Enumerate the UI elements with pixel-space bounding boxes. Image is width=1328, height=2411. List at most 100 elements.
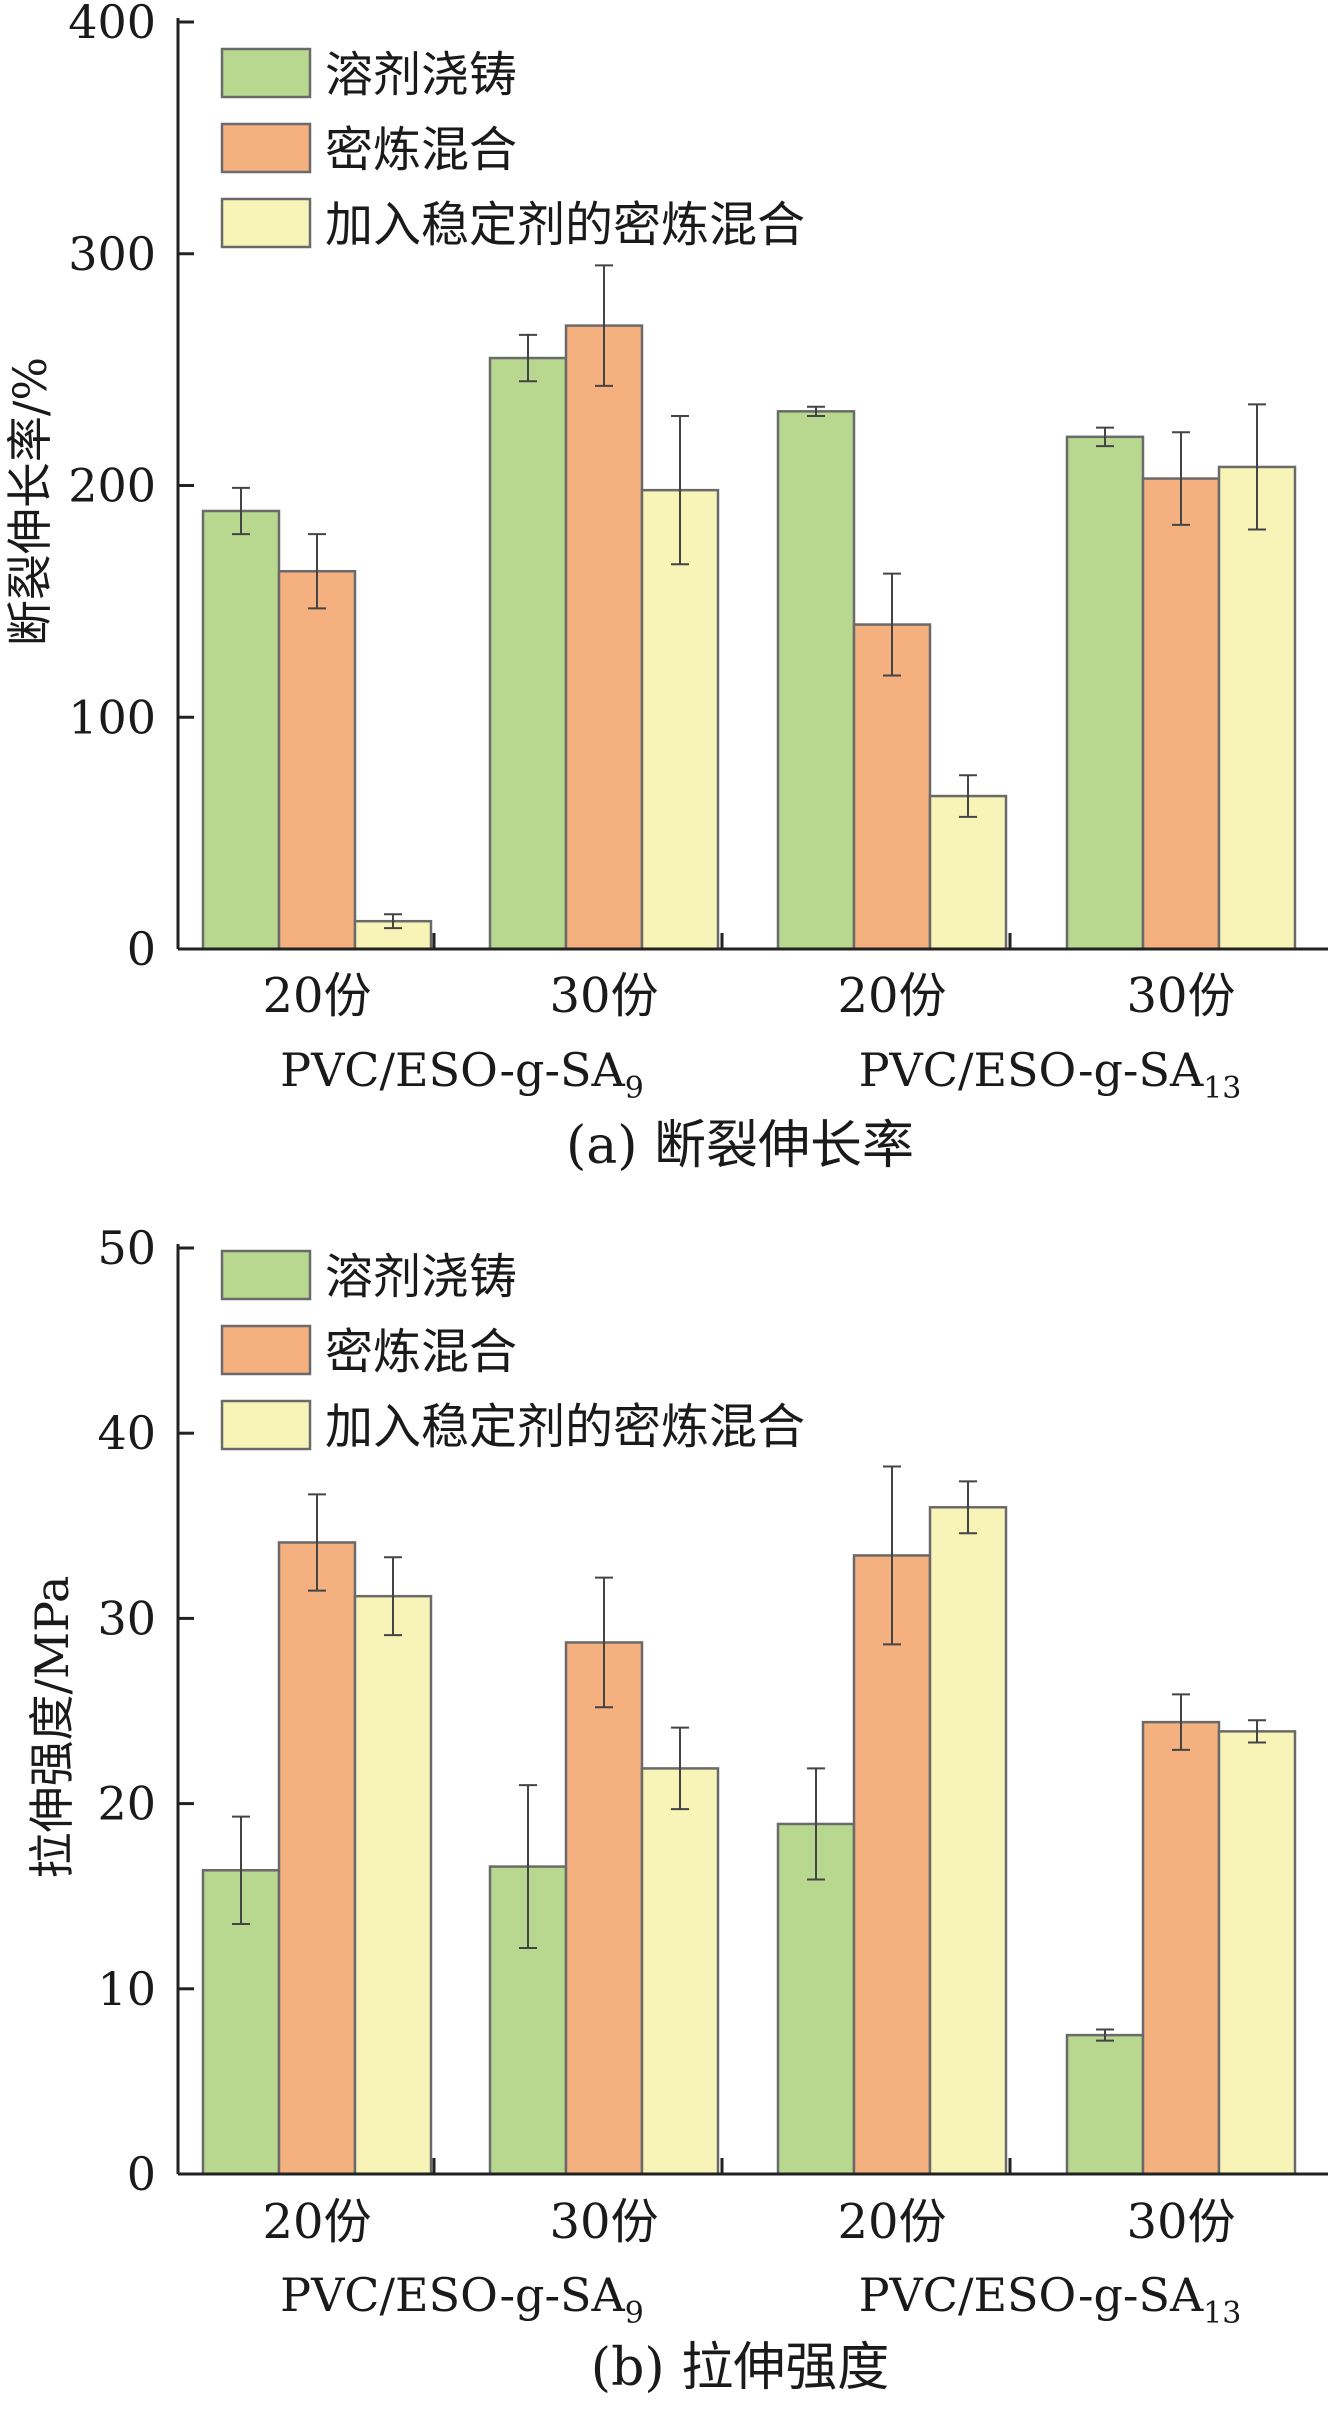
group-label-main: PVC/ESO-g-SA [859,2268,1204,2322]
error-bar [1248,403,1266,531]
error-bar [671,1726,689,1811]
y-tick-label: 400 [68,0,156,49]
bar [928,1506,1008,2176]
error-bar [308,1493,326,1592]
chart-caption: (a) 断裂伸长率 [566,1116,914,1176]
bar [1217,1730,1297,2176]
group-label-main: PVC/ESO-g-SA [280,2268,625,2322]
legend-item: 密炼混合 [220,1324,517,1380]
category-label: 30份 [1126,968,1235,1024]
bar [928,794,1008,951]
group-label-subscript: 13 [1203,2296,1241,2331]
bar [277,1541,357,2176]
error-bar [232,486,250,536]
y-tick-label: 0 [127,2147,156,2201]
bar [1217,465,1297,951]
group-label: PVC/ESO-g-SA13 [859,1043,1242,1106]
y-tick-label: 0 [127,922,156,976]
group-label-subscript: 9 [625,2296,644,2331]
y-tick-label: 20 [97,1777,156,1831]
error-bar [883,572,901,677]
category-label: 30份 [549,2194,658,2250]
bar [640,488,720,951]
legend-item: 溶剂浇铸 [220,1249,517,1305]
error-bar [1172,431,1190,526]
legend-swatch [220,1399,312,1451]
legend-label: 溶剂浇铸 [325,1249,517,1305]
group-label-main: PVC/ESO-g-SA [280,1043,625,1097]
legend-swatch [220,1324,312,1376]
error-bar [519,333,537,383]
group-label-subscript: 9 [625,1071,644,1106]
bar [1141,477,1221,951]
y-tick-label: 300 [68,227,156,281]
error-bar [959,774,977,818]
legend-label: 溶剂浇铸 [325,47,517,103]
y-tick-label: 200 [68,459,156,513]
error-bar [308,533,326,610]
error-bar [959,1480,977,1535]
bar [852,1554,932,2176]
bar [488,356,568,951]
error-bar [1172,1693,1190,1751]
bar [564,1641,644,2176]
bar [776,410,856,951]
error-bar [384,1556,402,1637]
bar [564,324,644,951]
legend-item: 加入稳定剂的密炼混合 [220,1399,805,1455]
legend-swatch [220,47,312,99]
error-bar [595,264,613,387]
legend-item: 溶剂浇铸 [220,47,517,103]
legend-swatch [220,197,312,249]
legend-label: 密炼混合 [325,1324,517,1380]
legend-label: 加入稳定剂的密炼混合 [325,1399,805,1455]
legend-label: 加入稳定剂的密炼混合 [325,197,805,253]
error-bar [1096,2028,1114,2042]
chart-caption: (b) 拉伸强度 [591,2338,889,2398]
y-axis-label: 拉伸强度/MPa [25,1576,79,1879]
legend-label: 密炼混合 [325,122,517,178]
y-tick-label: 30 [97,1591,156,1645]
bar [277,569,357,951]
legend-swatch [220,1249,312,1301]
group-label-main: PVC/ESO-g-SA [859,1043,1204,1097]
error-bar [807,405,825,417]
legend-item: 加入稳定剂的密炼混合 [220,197,805,253]
category-label: 20份 [837,968,946,1024]
error-bar [1096,426,1114,448]
error-bar [519,1784,537,1950]
legend-item: 密炼混合 [220,122,517,178]
bar [1141,1720,1221,2176]
group-label-subscript: 13 [1203,1071,1241,1106]
group-label: PVC/ESO-g-SA9 [280,2268,644,2331]
bar [640,1767,720,2176]
y-axis-label: 断裂伸长率/% [3,357,57,646]
category-label: 30份 [549,968,658,1024]
legend-swatch [220,122,312,174]
y-tick-label: 40 [97,1406,156,1460]
bar [353,1594,433,2176]
y-tick-label: 100 [68,690,156,744]
category-label: 20份 [837,2194,946,2250]
error-bar [883,1465,901,1646]
error-bar [1248,1719,1266,1744]
group-label: PVC/ESO-g-SA9 [280,1043,644,1106]
y-tick-label: 50 [97,1221,156,1275]
category-label: 20份 [262,2194,371,2250]
bar [776,1822,856,2176]
error-bar [384,913,402,930]
category-label: 30份 [1126,2194,1235,2250]
bar [1065,2033,1145,2176]
error-bar [807,1767,825,1881]
error-bar [595,1576,613,1709]
y-tick-label: 10 [97,1962,156,2016]
category-label: 20份 [262,968,371,1024]
error-bar [671,414,689,566]
group-label: PVC/ESO-g-SA13 [859,2268,1242,2331]
error-bar [232,1815,250,1925]
